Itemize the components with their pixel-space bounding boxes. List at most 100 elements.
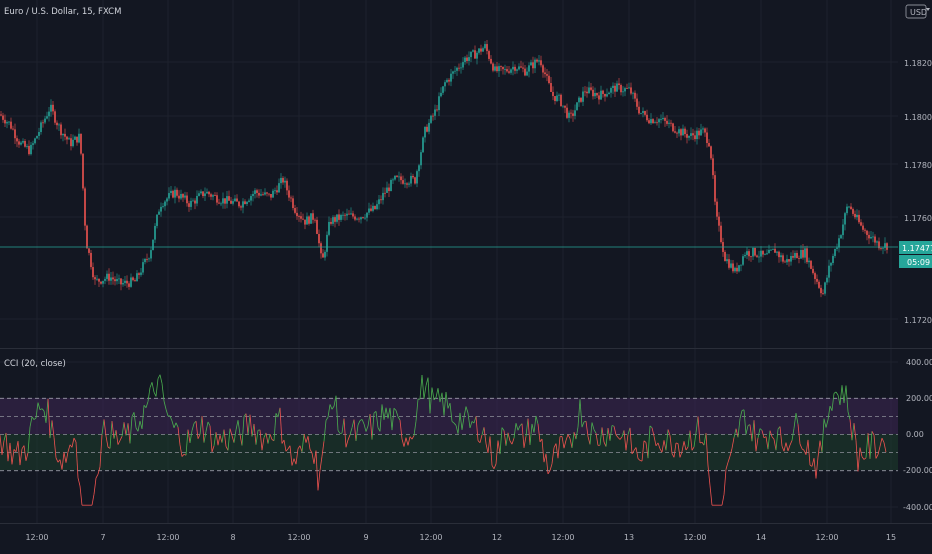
candle-body [64,134,66,137]
candle-body [570,113,572,114]
candle-body [636,99,638,107]
candle-body [118,279,120,280]
candle-body [816,279,818,282]
candle-body [674,131,676,132]
candle-body [480,49,482,52]
candle-body [188,203,190,207]
candle-body [102,281,104,284]
candle-body [174,190,176,198]
candle-body [856,215,858,217]
candle-body [748,251,750,256]
candle-body [44,119,46,123]
candle-body [640,113,642,114]
candle-body [864,230,866,231]
candle-body [294,208,296,213]
cci-segment [676,443,678,444]
candle-body [554,96,556,101]
candle-body [10,122,12,129]
candle-body [258,193,260,196]
candle-body [154,226,156,240]
candle-body [370,209,372,211]
candle-body [520,66,522,67]
candle-body [378,199,380,204]
cci-axis[interactable]: 400.00 200.00 0.00 -200.00 -400.00 [898,349,932,523]
candle-body [434,109,436,115]
candle-body [536,60,538,62]
cci-tick-neg200: -200.00 [903,466,932,475]
candle-body [272,191,274,198]
candle-body [572,113,574,115]
candle-body [802,250,804,258]
candle-body [396,176,398,177]
candle-body [120,279,122,285]
candle-body [858,215,860,222]
cci-title[interactable]: CCI (20, close) [4,359,66,369]
candle-body [362,217,364,218]
candle-body [92,267,94,277]
candle-body [516,69,518,70]
candle-body [388,188,390,191]
candle-body [410,176,412,184]
candle-body [74,137,76,140]
candle-body [502,67,504,69]
candle-body [262,194,264,195]
currency-label: USD [910,8,927,17]
candle-body [266,192,268,193]
candle-body [588,87,590,93]
candle-body [494,66,496,70]
candle-body [546,74,548,76]
candle-body [870,237,872,238]
candle-body [244,201,246,204]
candle-body [284,181,286,183]
candle-body [798,258,800,259]
candle-body [14,129,16,138]
candle-body [548,76,550,83]
candle-body [226,196,228,204]
candle-body [780,255,782,257]
candle-body [600,91,602,100]
candle-body [464,58,466,63]
candle-body [770,250,772,251]
candle-body [844,213,846,224]
candle-body [4,120,6,124]
candle-body [318,234,320,243]
candle-body [828,266,830,278]
symbol-title[interactable]: Euro / U.S. Dollar, 15, FXCM [4,7,121,17]
candle-body [514,67,516,71]
candle-body [458,68,460,69]
candle-body [96,279,98,280]
candle-body [868,235,870,238]
candle-body [122,283,124,284]
candle-body [264,192,266,194]
candle-body [724,252,726,261]
candle-body [110,277,112,280]
candle-body [292,198,294,208]
candle-body [72,140,74,146]
candle-body [842,225,844,236]
candle-body [626,88,628,89]
candle-body [818,282,820,288]
candle-body [98,279,100,282]
candle-body [606,94,608,96]
candle-body [886,243,888,250]
candle-body [768,250,770,253]
price-axis[interactable]: USD 1.18200 1.18000 1.17800 1.17600 1.17… [898,0,932,348]
candle-body [624,88,626,91]
candle-body [796,253,798,258]
candle-body [108,274,110,281]
candle-body [452,71,454,73]
candle-body [526,72,528,76]
candle-body [718,217,720,226]
candle-body [492,64,494,71]
price-tick-4: 1.17600 [904,214,932,223]
candle-body [184,196,186,198]
candle-body [642,111,644,113]
candle-body [810,261,812,269]
candle-body [628,87,630,88]
candle-body [646,115,648,120]
candle-body [666,121,668,124]
candle-body [766,253,768,254]
candle-body [684,129,686,134]
candle-body [218,203,220,204]
